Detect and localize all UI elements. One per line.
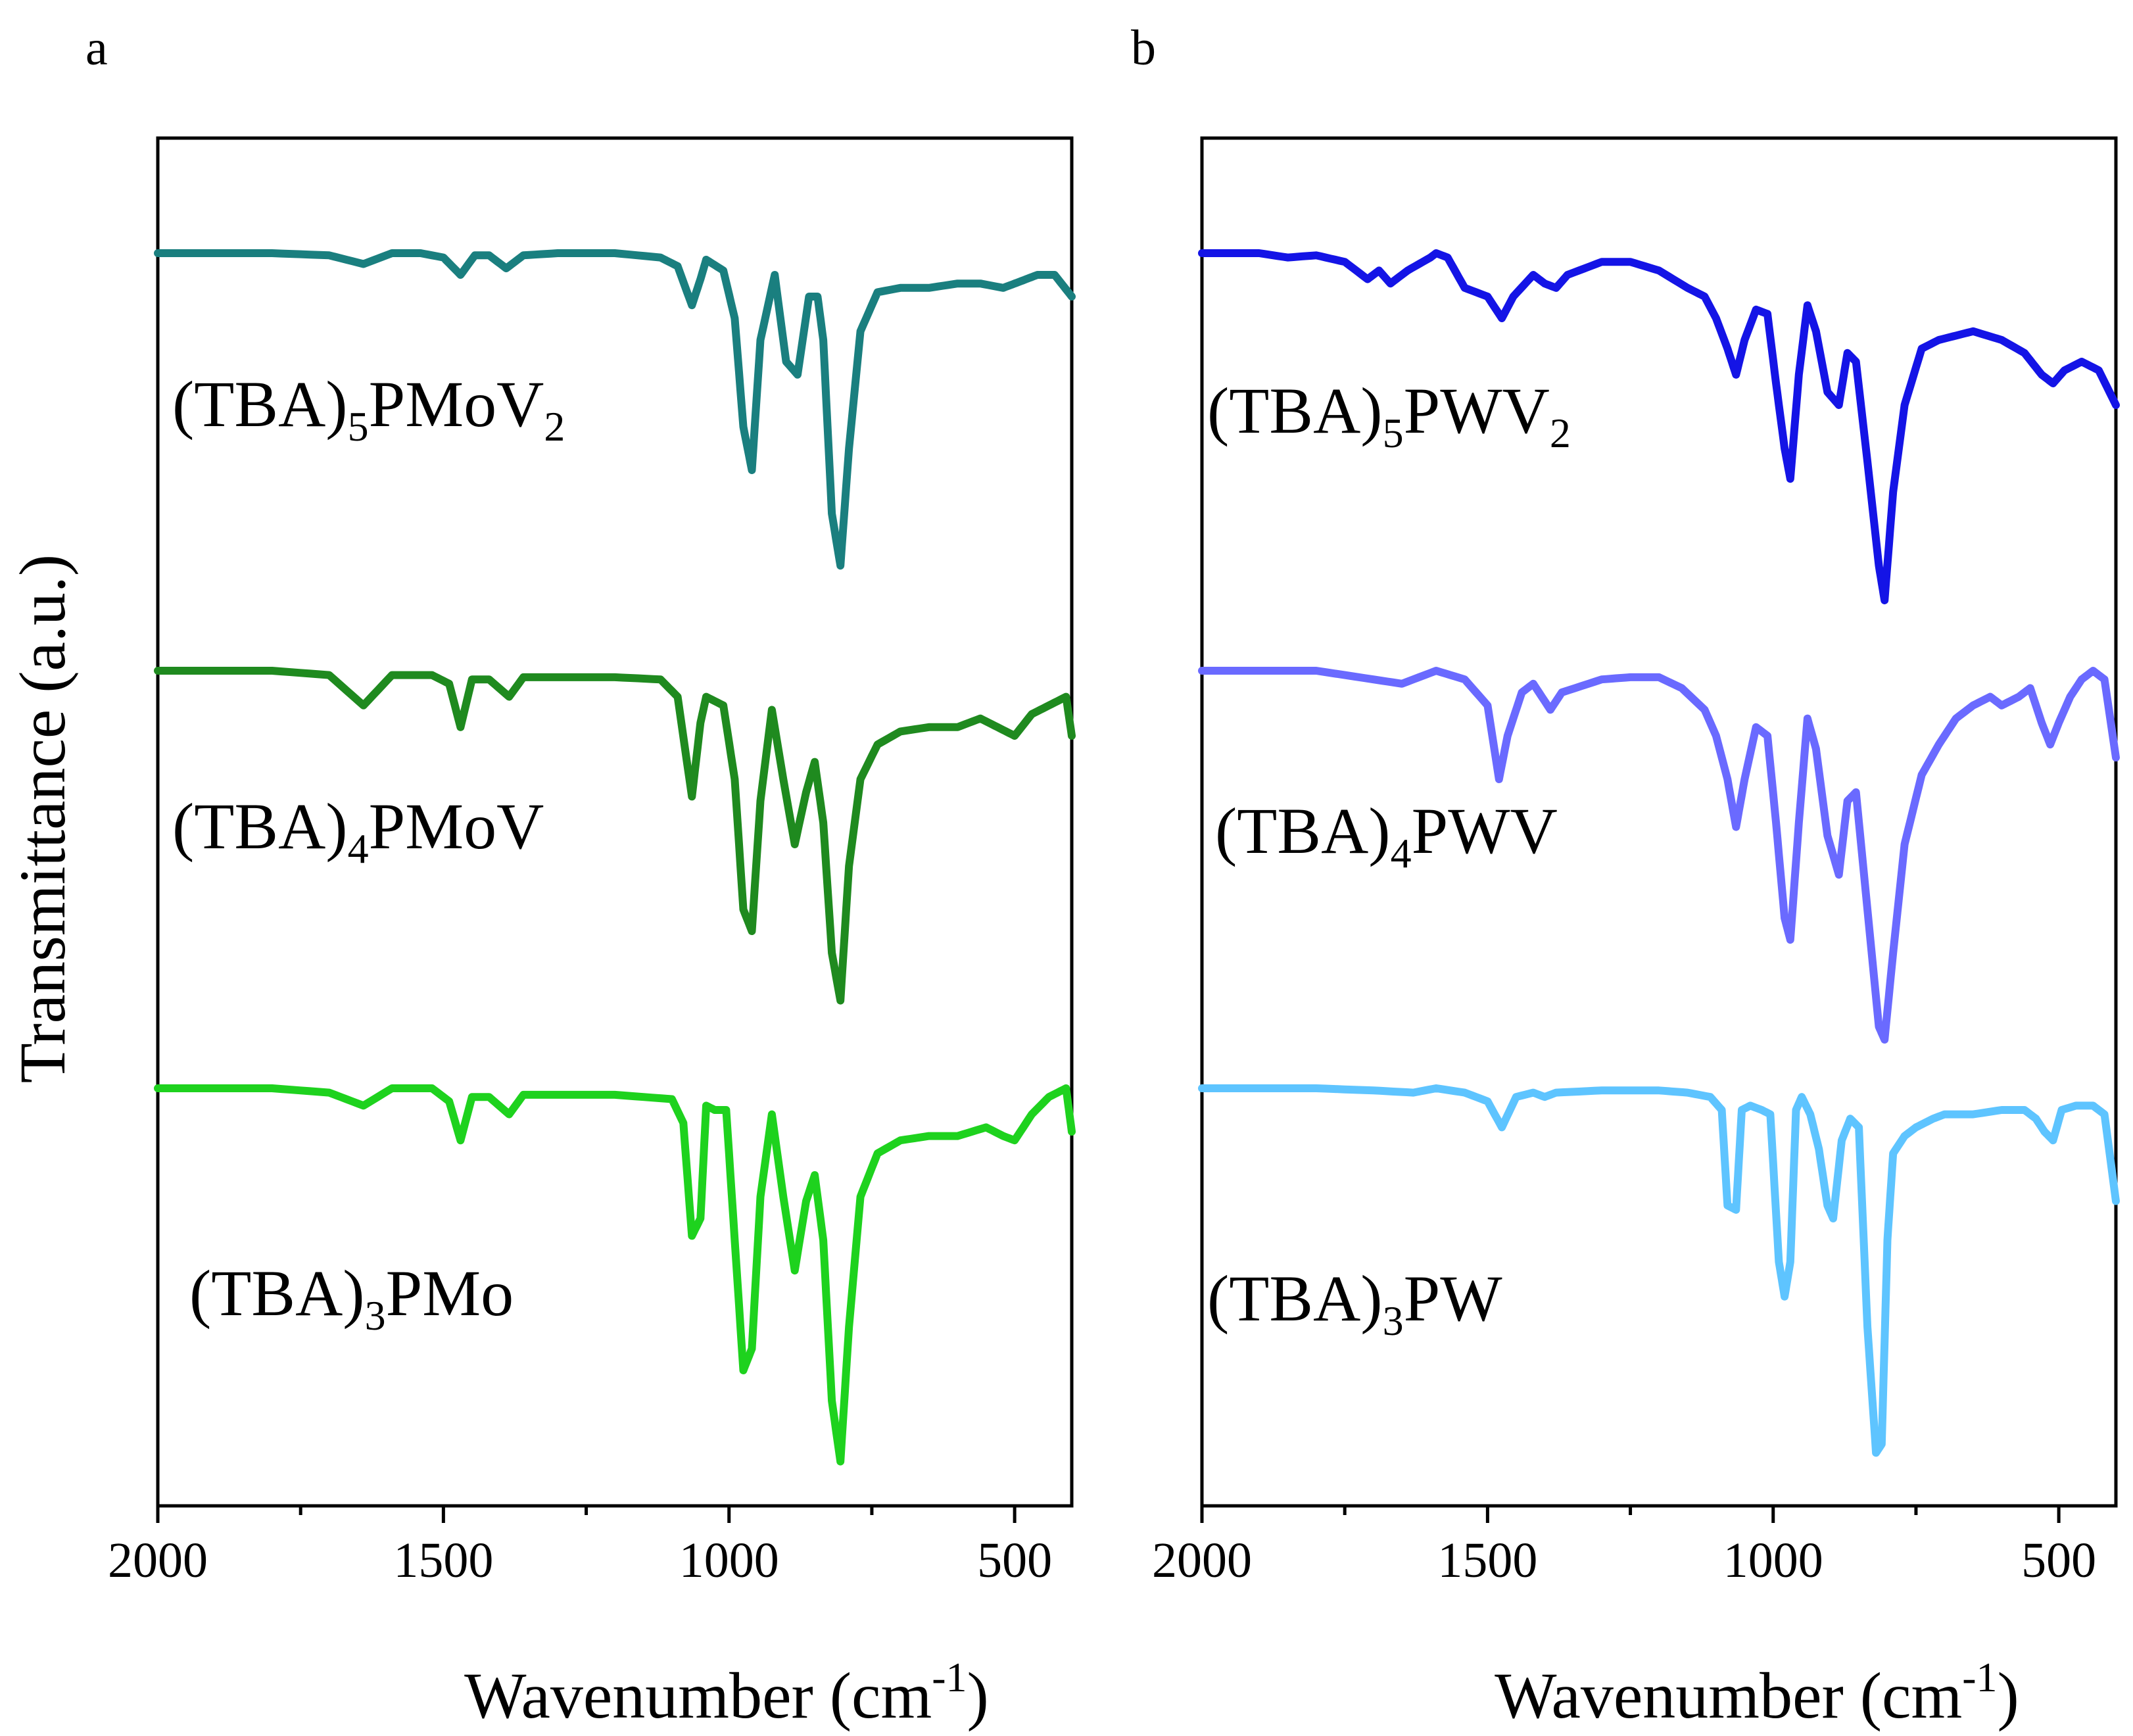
panel-b: 2000 1500 1000 500 (TBA)5PWV2(TBA)4PWV(TBA)… — [1152, 136, 2120, 1732]
x-tick-label: 500 — [2021, 1533, 2096, 1588]
panel-a-frame — [156, 136, 1074, 1508]
series-line-pwv — [1198, 667, 2120, 1044]
panel-b-x-ticks: 2000 1500 1000 500 — [1152, 1506, 2096, 1588]
series-line-pmo — [154, 1084, 1076, 1466]
series-line-pwv2 — [1198, 249, 2120, 604]
panel-a-series: (TBA)5PMoV2 (TBA)4PMoV (TBA)3PMo — [154, 249, 1076, 1466]
x-tick-label: 1000 — [1723, 1533, 1823, 1588]
series-label-pwv2: (TBA)5PWV2 — [1207, 374, 1571, 456]
x-tick-label: 1000 — [679, 1533, 779, 1588]
panel-a-x-axis-label: Wavenumber (cm-1) — [464, 1654, 989, 1732]
panel-b-x-axis-label: Wavenumber (cm-1) — [1495, 1654, 2019, 1732]
x-tick-label: 1500 — [1437, 1533, 1537, 1588]
panel-a: 2000 1500 1000 500 (TBA)5PMoV2(TBA)4PMoV(TB… — [108, 136, 1076, 1732]
series-label-pw: (TBA)3PW — [1207, 1262, 1502, 1344]
series-label-pmo: (TBA)3PMo — [189, 1257, 514, 1339]
x-tick-label: 500 — [977, 1533, 1052, 1588]
y-axis-label: Transmittance (a.u.) — [6, 554, 79, 1083]
panel-a-x-ticks: 2000 1500 1000 500 — [108, 1506, 1052, 1588]
x-tick-label: 2000 — [108, 1533, 208, 1588]
series-label-pmov2: (TBA)5PMoV2 — [172, 368, 565, 450]
series-line-pmov2 — [154, 249, 1076, 570]
panel-b-frame — [1200, 136, 2118, 1508]
x-tick-label: 2000 — [1152, 1533, 1252, 1588]
series-line-pmov — [154, 667, 1076, 1005]
series-label-pwv: (TBA)4PWV — [1215, 794, 1558, 877]
series-label-pmov: (TBA)4PMoV — [172, 790, 544, 872]
panel-letter-a: a — [85, 20, 108, 76]
panel-b-series: (TBA)5PWV2 (TBA)4PWV (TBA)3PW — [1198, 249, 2120, 1457]
series-line-pw — [1198, 1084, 2120, 1457]
panel-letter-b: b — [1131, 20, 1156, 76]
x-tick-label: 1500 — [393, 1533, 493, 1588]
